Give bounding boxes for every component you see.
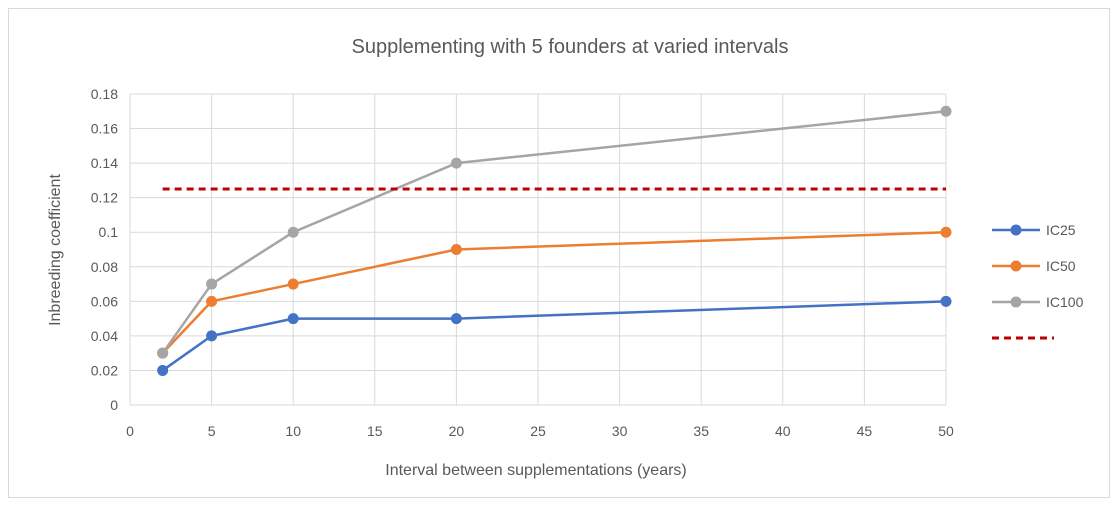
data-point-IC25 xyxy=(206,330,218,342)
x-tick-label: 10 xyxy=(285,423,301,439)
x-tick-label: 45 xyxy=(857,423,873,439)
y-tick-label: 0 xyxy=(110,397,118,413)
data-point-IC50 xyxy=(450,244,462,255)
y-tick-label: 0.02 xyxy=(91,362,118,378)
data-point-IC50 xyxy=(287,278,299,290)
tick-labels: 0 0.02 0.04 0.06 0.08 0.1 0.12 0.14 0.16 0.18 0 5 10… xyxy=(91,86,954,439)
series-line-IC50 xyxy=(161,230,947,355)
chart-frame xyxy=(8,8,1110,498)
y-tick-label: 0.08 xyxy=(91,259,118,275)
legend-marker-IC50 xyxy=(1010,260,1022,272)
legend-marker-IC100 xyxy=(1010,296,1022,308)
y-tick-label: 0.06 xyxy=(91,293,118,309)
legend: IC25 IC50 IC100 xyxy=(992,222,1084,340)
grid xyxy=(129,93,947,406)
x-tick-label: 20 xyxy=(449,423,465,439)
x-tick-label: 30 xyxy=(612,423,628,439)
legend-label: IC100 xyxy=(1046,294,1084,310)
x-tick-label: 50 xyxy=(938,423,954,439)
x-tick-label: 35 xyxy=(693,423,709,439)
y-tick-label: 0.18 xyxy=(91,86,118,102)
data-point-IC25 xyxy=(940,295,952,307)
data-point-IC100 xyxy=(940,105,952,117)
y-tick-label: 0.1 xyxy=(99,224,119,240)
data-point-IC100 xyxy=(287,226,299,238)
y-tick-label: 0.04 xyxy=(91,328,118,344)
data-point-IC50 xyxy=(206,295,218,307)
data-point-IC25 xyxy=(157,364,169,376)
legend-marker-IC25 xyxy=(1010,224,1022,236)
x-tick-label: 0 xyxy=(126,423,134,439)
y-axis-title: Inbreeding coefficient xyxy=(47,174,64,326)
data-point-IC100 xyxy=(157,347,169,359)
x-axis-title: Interval between supplementations (years… xyxy=(385,462,687,479)
data-point-IC100 xyxy=(206,278,218,290)
x-tick-label: 25 xyxy=(530,423,546,439)
x-tick-label: 40 xyxy=(775,423,791,439)
data-point-IC25 xyxy=(287,313,299,325)
x-tick-label: 5 xyxy=(208,423,216,439)
y-tick-label: 0.14 xyxy=(91,155,118,171)
data-point-IC100 xyxy=(450,157,462,169)
legend-label: IC25 xyxy=(1046,222,1076,238)
legend-label: IC50 xyxy=(1046,258,1076,274)
chart-title: Supplementing with 5 founders at varied … xyxy=(352,36,789,58)
data-point-IC50 xyxy=(940,226,952,238)
y-tick-label: 0.12 xyxy=(91,190,118,206)
data-point-IC25 xyxy=(450,313,462,325)
plot-area xyxy=(157,105,952,376)
x-tick-label: 15 xyxy=(367,423,383,439)
y-tick-label: 0.16 xyxy=(91,121,118,137)
